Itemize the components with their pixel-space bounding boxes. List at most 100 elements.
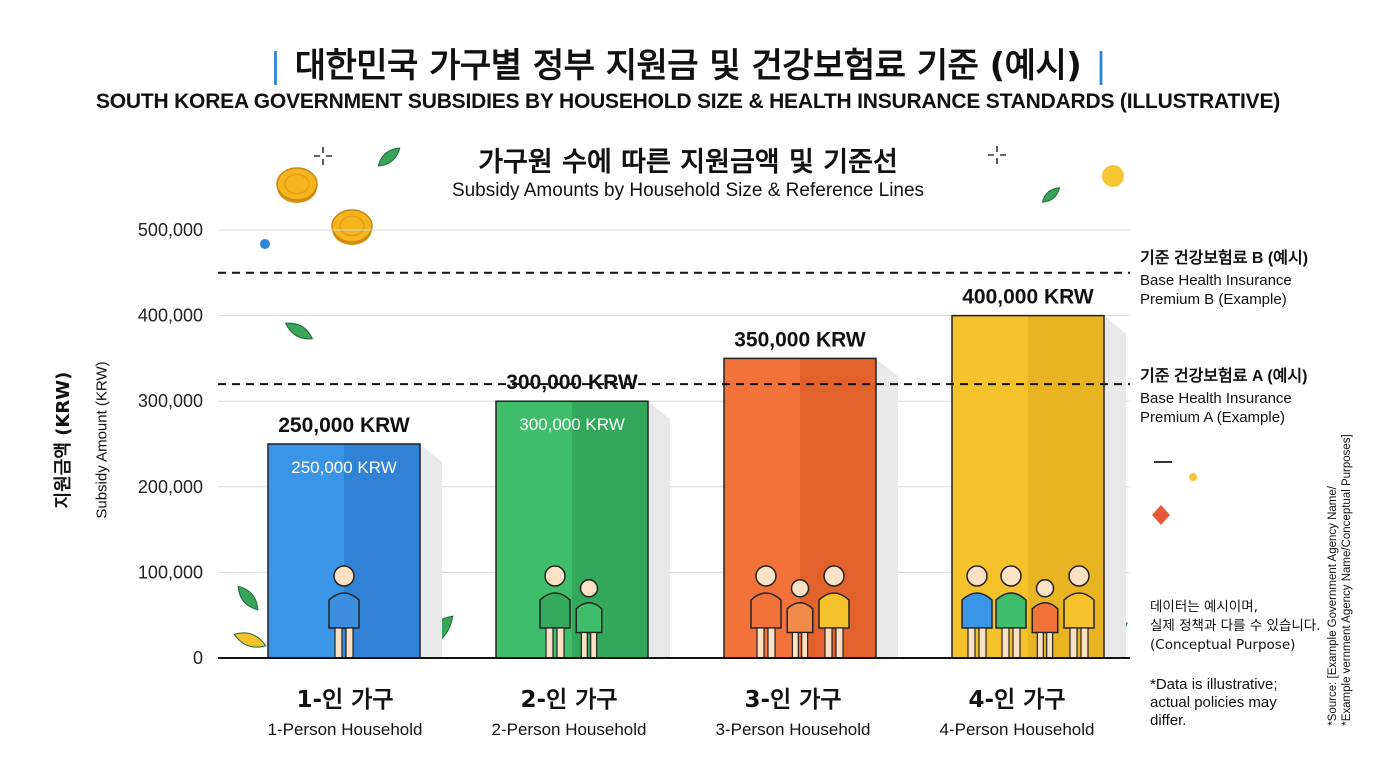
person-leg: [767, 627, 776, 659]
person-leg: [556, 627, 565, 659]
note-ko-line2: 실제 정책과 다를 수 있습니다.: [1150, 618, 1321, 634]
title-en: SOUTH KOREA GOVERNMENT SUBSIDIES BY HOUS…: [95, 90, 1281, 113]
person-icon: [790, 579, 810, 598]
person-leg: [334, 627, 343, 659]
ref-label-b: 기준 건강보험료 B (예시) Base Health Insurance Pr…: [1140, 244, 1308, 309]
category-label-en: 4-Person Household: [939, 720, 1095, 739]
category-label-ko: 4-인 가구: [968, 687, 1066, 713]
person-leg: [1046, 631, 1054, 659]
category-label-ko: 1-인 가구: [296, 687, 394, 713]
category-label-ko: 3-인 가구: [744, 687, 842, 713]
note-en-line1: *Data is illustrative;: [1150, 676, 1278, 693]
sparkle-icon: [988, 146, 1006, 164]
person-body: [1063, 592, 1095, 629]
person-icon: [1068, 565, 1090, 587]
dot-icon: [260, 239, 270, 249]
coin-icon: [331, 209, 373, 243]
y-tick-label: 200,000: [138, 477, 203, 497]
person-leg: [580, 631, 588, 659]
chart-title-en: Subsidy Amounts by Household Size & Refe…: [451, 180, 925, 201]
coin-icon-ring: [284, 173, 310, 195]
person-leg: [1012, 627, 1021, 659]
note-ko-line1: 데이터는 예시이며,: [1150, 599, 1258, 615]
data-label: 350,000 KRW: [734, 328, 866, 351]
person-leg: [1080, 627, 1089, 659]
title-ko: 대한민국 가구별 정부 지원금 및 건강보험료 기준 (예시): [294, 46, 1082, 86]
leaf-icon: [377, 147, 401, 167]
person-leg: [1036, 631, 1044, 659]
person-leg: [978, 627, 987, 659]
person-icon: [544, 565, 566, 587]
y-tick-label: 500,000: [138, 220, 203, 240]
person-leg: [791, 631, 799, 659]
person-leg: [967, 627, 976, 659]
coin-icon: [1102, 165, 1124, 187]
y-tick-label: 0: [193, 648, 203, 668]
title-bar-left: |: [269, 46, 281, 86]
category-label-en: 3-Person Household: [715, 720, 871, 739]
person-icon: [755, 565, 777, 587]
note-en-line2: actual policies may: [1150, 694, 1277, 711]
person-body: [818, 592, 850, 629]
person-leg: [824, 627, 833, 659]
category-label-en: 1-Person Household: [267, 720, 423, 739]
data-label-inner: 300,000 KRW: [519, 415, 625, 434]
coin-icon: [276, 167, 318, 201]
sparkle-icon: [314, 147, 332, 165]
category-label-2: 2-인 가구 2-Person Household: [459, 680, 679, 740]
y-tick-label: 300,000: [138, 391, 203, 411]
person-leg: [801, 631, 809, 659]
ref-label-b-en-1: Base Health Insurance: [1140, 272, 1292, 289]
data-label: 300,000 KRW: [506, 371, 638, 394]
person-icon: [579, 579, 599, 598]
ref-label-a-ko: 기준 건강보험료 A (예시): [1140, 368, 1308, 385]
leaf-icon: [284, 322, 314, 340]
source-note: *Source: [Example Government Agency Name…: [1326, 434, 1354, 726]
note-ko: 데이터는 예시이며, 실제 정책과 다를 수 있습니다. (Conceptual…: [1150, 598, 1350, 655]
ref-label-a-en-2: Premium A (Example): [1140, 409, 1286, 426]
person-leg: [590, 631, 598, 659]
person-body: [539, 592, 571, 629]
category-label-1: 1-인 가구 1-Person Household: [235, 680, 455, 740]
leaf-icon: [1041, 187, 1061, 203]
chart-title-ko: 가구원 수에 따른 지원금액 및 기준선: [478, 147, 898, 178]
bar-shadow: [1104, 315, 1126, 658]
person-leg: [835, 627, 844, 659]
person-icon: [966, 565, 988, 587]
title-bar-right: |: [1095, 46, 1107, 86]
leaf-icon: [233, 632, 267, 648]
y-tick-label: 100,000: [138, 562, 203, 582]
note-en-line3: differ.: [1150, 712, 1187, 729]
person-icon: [1000, 565, 1022, 587]
category-label-3: 3-인 가구 3-Person Household: [683, 680, 903, 740]
dot-icon: [1189, 473, 1197, 481]
person-leg: [545, 627, 554, 659]
person-leg: [756, 627, 765, 659]
person-icon: [823, 565, 845, 587]
bar-shadow: [876, 358, 898, 658]
person-body: [961, 592, 993, 629]
category-label-en: 2-Person Household: [491, 720, 647, 739]
y-tick-label: 400,000: [138, 306, 203, 326]
diamond-icon: [1152, 505, 1170, 525]
person-body: [575, 602, 603, 634]
ref-label-b-en-2: Premium B (Example): [1140, 291, 1287, 308]
person-leg: [1069, 627, 1078, 659]
source-line1: *Source: [Example Government Agency Name…: [1327, 486, 1339, 726]
source-line2: *Example vernment Agency Name/Conceptual…: [1341, 434, 1353, 726]
person-icon: [1035, 579, 1055, 598]
person-body: [1031, 602, 1059, 634]
bar-shadow: [648, 401, 670, 658]
data-label: 400,000 KRW: [962, 286, 1094, 309]
person-icon: [333, 565, 355, 587]
person-body: [995, 592, 1027, 629]
person-body: [328, 592, 360, 629]
y-axis-label-en: Subsidy Amount (KRW): [93, 361, 111, 519]
note-en: *Data is illustrative; actual policies m…: [1150, 676, 1320, 730]
y-axis-label-ko: 지원금액 (KRW): [53, 371, 74, 509]
ref-label-b-ko: 기준 건강보험료 B (예시): [1140, 250, 1309, 267]
category-label-4: 4-인 가구 4-Person Household: [907, 680, 1127, 740]
person-leg: [345, 627, 354, 659]
ref-label-a-en-1: Base Health Insurance: [1140, 390, 1292, 407]
